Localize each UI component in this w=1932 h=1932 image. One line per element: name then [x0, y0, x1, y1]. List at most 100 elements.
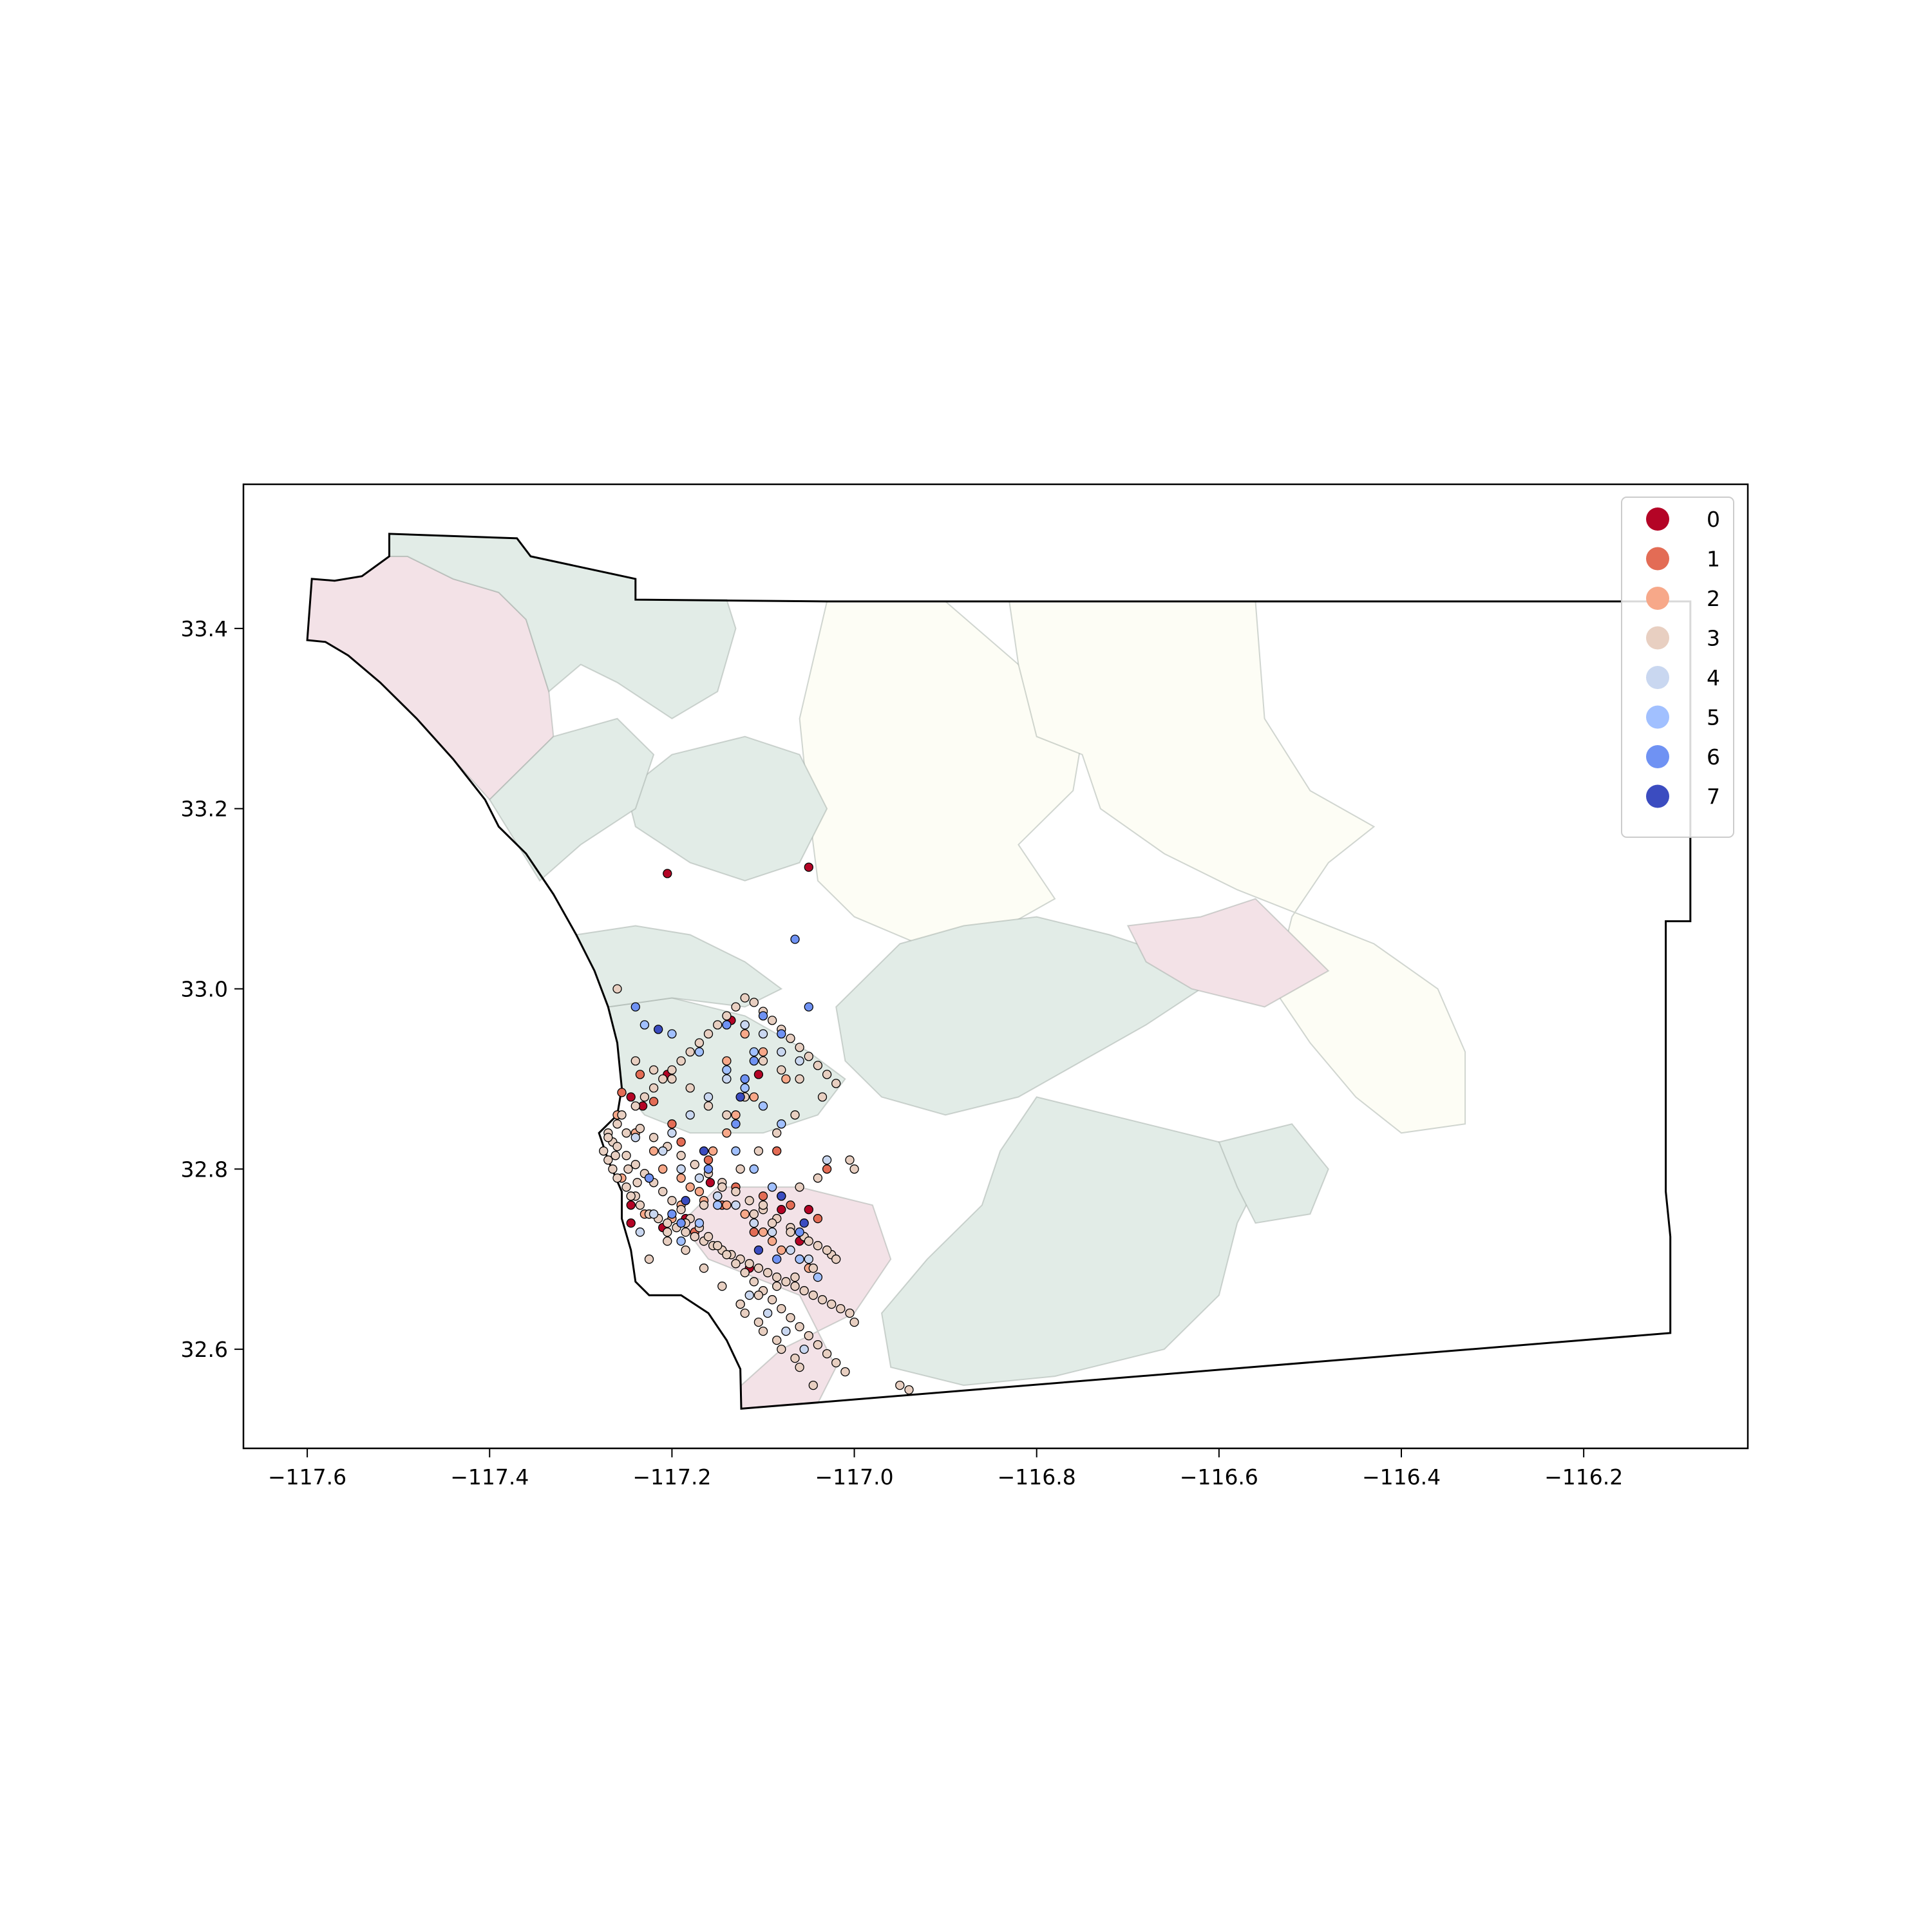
- legend-marker-3: [1646, 626, 1669, 650]
- point-class-3: [681, 1227, 690, 1237]
- point-class-3: [722, 1110, 732, 1120]
- point-class-3: [749, 1209, 759, 1219]
- county-outline: [306, 533, 1692, 1410]
- point-class-3: [731, 1187, 741, 1197]
- point-class-3: [836, 1303, 846, 1314]
- point-class-3: [795, 1182, 804, 1192]
- point-class-5: [813, 1273, 823, 1282]
- y-tick-label: 32.8: [181, 1157, 228, 1182]
- point-class-3: [630, 1160, 640, 1170]
- point-class-3: [758, 1056, 768, 1066]
- point-class-4: [667, 1128, 677, 1138]
- y-axis: 32.6 32.8 33.0 33.2 33.4: [181, 616, 243, 1362]
- point-class-3: [740, 1268, 750, 1278]
- point-class-3: [744, 1259, 754, 1269]
- point-class-3: [845, 1308, 855, 1318]
- point-class-6: [804, 1002, 813, 1012]
- point-class-4: [676, 1164, 686, 1174]
- county-border: [306, 533, 1692, 1410]
- point-class-3: [804, 1236, 813, 1246]
- point-class-3: [690, 1232, 699, 1242]
- point-class-3: [813, 1241, 823, 1251]
- point-class-3: [786, 1312, 795, 1323]
- point-class-3: [795, 1043, 804, 1052]
- point-class-3: [831, 1079, 841, 1088]
- point-class-3: [795, 1362, 804, 1372]
- point-class-3: [804, 1331, 813, 1341]
- points-layer: [599, 862, 914, 1395]
- point-class-0: [804, 862, 813, 872]
- region-cream-3: [1009, 600, 1466, 1134]
- point-class-3: [753, 1317, 764, 1327]
- point-class-3: [612, 1119, 622, 1129]
- point-class-6: [667, 1209, 677, 1219]
- point-class-3: [813, 1340, 823, 1350]
- point-class-3: [676, 1151, 686, 1160]
- x-tick-label: −117.6: [268, 1464, 346, 1490]
- point-class-1: [772, 1146, 782, 1156]
- point-class-5: [777, 1119, 786, 1129]
- legend-marker-5: [1646, 705, 1669, 729]
- point-class-6: [772, 1255, 782, 1264]
- point-class-3: [717, 1282, 727, 1291]
- point-class-7: [654, 1025, 663, 1034]
- point-class-4: [685, 1110, 695, 1120]
- point-class-2: [694, 1187, 705, 1197]
- point-class-3: [767, 1218, 777, 1228]
- point-class-3: [603, 1133, 613, 1142]
- point-class-3: [840, 1367, 850, 1377]
- legend-marker-0: [1646, 507, 1669, 531]
- point-class-2: [767, 1236, 777, 1246]
- point-class-3: [808, 1291, 818, 1300]
- y-tick-label: 33.4: [181, 616, 228, 641]
- point-class-0: [753, 1070, 764, 1079]
- point-class-3: [758, 1326, 768, 1336]
- point-class-0: [804, 1205, 813, 1215]
- point-class-4: [694, 1173, 705, 1183]
- point-class-1: [617, 1088, 627, 1097]
- legend-label-2: 2: [1707, 586, 1720, 611]
- point-class-3: [786, 1034, 795, 1043]
- point-class-4: [758, 1029, 768, 1039]
- point-class-3: [612, 1173, 622, 1183]
- legend-label-4: 4: [1707, 665, 1720, 690]
- point-class-6: [758, 1011, 768, 1021]
- point-class-3: [667, 1074, 677, 1084]
- point-class-3: [603, 1155, 613, 1165]
- y-tick-label: 33.2: [181, 797, 228, 822]
- point-class-3: [895, 1380, 905, 1390]
- point-class-3: [722, 1011, 732, 1021]
- point-class-4: [781, 1326, 791, 1336]
- point-class-3: [644, 1255, 654, 1264]
- point-class-0: [705, 1178, 715, 1188]
- point-class-3: [639, 1092, 650, 1102]
- point-class-3: [621, 1128, 631, 1138]
- point-class-6: [676, 1218, 686, 1228]
- point-class-4: [762, 1308, 773, 1318]
- point-class-7: [753, 1245, 764, 1255]
- point-class-4: [804, 1255, 813, 1264]
- x-tick-label: −117.4: [450, 1464, 529, 1490]
- point-class-4: [635, 1227, 645, 1237]
- point-class-3: [849, 1164, 859, 1174]
- point-class-3: [599, 1146, 609, 1156]
- x-axis: −117.6 −117.4 −117.2 −117.0 −116.8 −116.6 −116…: [268, 1448, 1623, 1490]
- point-class-2: [731, 1110, 741, 1120]
- point-class-5: [767, 1182, 777, 1192]
- point-class-0: [663, 869, 672, 878]
- point-class-0: [777, 1205, 786, 1215]
- point-class-4: [777, 1047, 786, 1057]
- x-tick-label: −116.6: [1180, 1464, 1258, 1490]
- point-class-3: [822, 1245, 832, 1255]
- region-green-5: [489, 717, 655, 882]
- point-class-3: [845, 1155, 855, 1165]
- point-class-3: [713, 1241, 723, 1251]
- legend-marker-7: [1646, 784, 1669, 808]
- point-class-3: [772, 1273, 782, 1282]
- point-class-1: [649, 1097, 659, 1106]
- point-class-3: [831, 1255, 841, 1264]
- point-class-7: [681, 1196, 690, 1206]
- x-tick-label: −116.2: [1544, 1464, 1623, 1490]
- point-class-5: [694, 1218, 705, 1228]
- point-class-1: [786, 1200, 795, 1210]
